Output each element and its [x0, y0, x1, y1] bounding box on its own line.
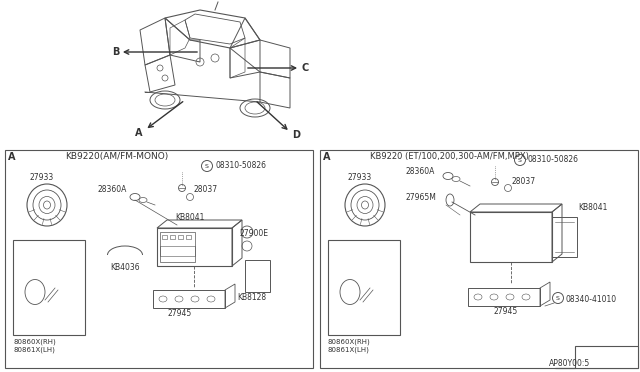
Text: KB9220(AM/FM-MONO): KB9220(AM/FM-MONO) [65, 153, 168, 161]
Text: KB4036: KB4036 [110, 263, 140, 273]
Bar [468, 288, 540, 306]
Bar [153, 290, 225, 308]
Text: KB9220 (ET/100,200,300-AM/FM,MPX): KB9220 (ET/100,200,300-AM/FM,MPX) [370, 153, 529, 161]
Text: 27965M: 27965M [405, 193, 436, 202]
Text: S: S [518, 157, 522, 163]
Bar [470, 212, 552, 262]
Bar [13, 240, 85, 335]
Text: 80861X(LH): 80861X(LH) [13, 347, 55, 353]
Text: A: A [135, 128, 143, 138]
Text: KB8041: KB8041 [578, 202, 607, 212]
Bar [5, 150, 313, 368]
Text: 08310-50826: 08310-50826 [215, 161, 266, 170]
Text: 08340-41010: 08340-41010 [566, 295, 617, 305]
Text: 27945: 27945 [493, 308, 517, 317]
Text: B: B [112, 47, 120, 57]
Bar [552, 217, 577, 257]
Bar [186, 235, 191, 239]
Bar [160, 232, 195, 262]
Text: 80860X(RH): 80860X(RH) [328, 339, 371, 345]
Text: 80861X(LH): 80861X(LH) [328, 347, 370, 353]
Text: 80860X(RH): 80860X(RH) [13, 339, 56, 345]
Text: C: C [302, 63, 309, 73]
Text: KB8128: KB8128 [237, 294, 266, 302]
Bar [178, 235, 183, 239]
Text: 27945: 27945 [167, 310, 191, 318]
Text: S: S [205, 164, 209, 169]
Text: A: A [323, 152, 330, 162]
Bar [162, 235, 167, 239]
Bar [320, 150, 638, 368]
Text: 27933: 27933 [30, 173, 54, 183]
Text: S: S [556, 295, 560, 301]
Bar [160, 246, 195, 256]
Bar [157, 228, 232, 266]
Polygon shape [555, 346, 638, 368]
Text: 08310-50826: 08310-50826 [528, 155, 579, 164]
Text: 27900E: 27900E [239, 228, 268, 237]
Bar [328, 240, 400, 335]
Text: A: A [8, 152, 15, 162]
Text: KB8041: KB8041 [175, 214, 204, 222]
Text: D: D [292, 130, 300, 140]
Text: AP80Y00:5: AP80Y00:5 [548, 359, 590, 368]
Bar [245, 260, 270, 292]
Text: 28360A: 28360A [405, 167, 435, 176]
Text: 27933: 27933 [348, 173, 372, 183]
Text: 28360A: 28360A [97, 186, 126, 195]
Text: 28037: 28037 [512, 177, 536, 186]
Text: 28037: 28037 [193, 186, 217, 195]
Bar [170, 235, 175, 239]
